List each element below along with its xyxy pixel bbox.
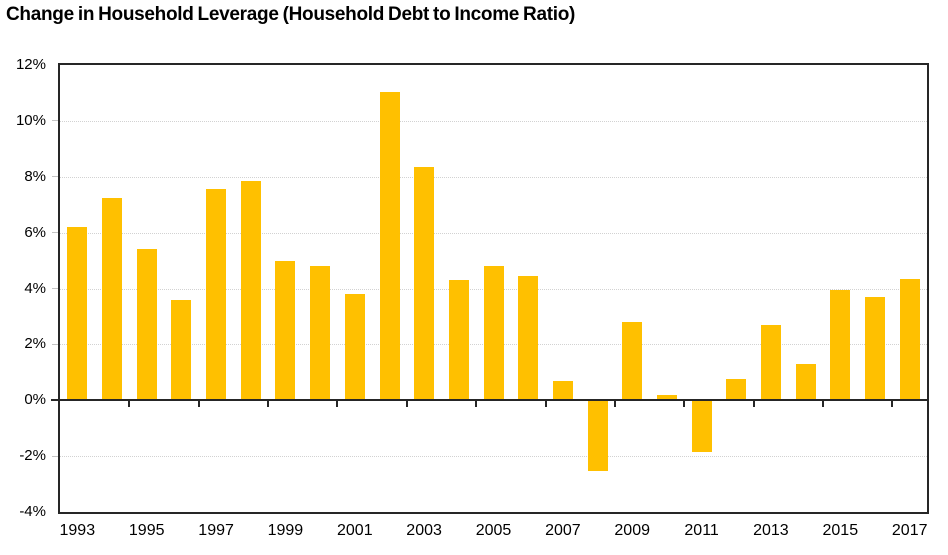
- bar-2016: [865, 296, 885, 401]
- x-axis-label-2009: 2009: [614, 522, 650, 539]
- x-axis-tick: [752, 401, 755, 408]
- bar-2012: [726, 379, 747, 401]
- x-axis-label-2005: 2005: [475, 522, 512, 539]
- bar-1999: [275, 260, 296, 401]
- bar-2001: [344, 294, 365, 401]
- x-axis-label-2003: 2003: [406, 522, 442, 539]
- bar-2003: [414, 167, 435, 401]
- y-axis-tick-zero: [51, 399, 59, 402]
- x-axis-label-2007: 2007: [545, 522, 581, 539]
- gridline-8%: [60, 176, 927, 178]
- x-axis-label-1997: 1997: [198, 522, 234, 539]
- x-axis-tick: [891, 401, 894, 408]
- x-axis-label-2017: 2017: [891, 522, 928, 539]
- bar-2007: [552, 380, 573, 401]
- bar-1994: [102, 197, 122, 401]
- y-axis-tick: [52, 120, 58, 122]
- bar-2008: [587, 400, 608, 472]
- y-axis-tick: [52, 176, 58, 178]
- x-axis-label-1993: 1993: [59, 522, 96, 539]
- x-axis-label-1995: 1995: [128, 522, 165, 539]
- bar-2004: [448, 280, 469, 401]
- bar-1997: [206, 189, 227, 401]
- y-axis-label--4%: -4%: [19, 503, 46, 520]
- x-axis-tick: [197, 401, 200, 408]
- bar-2002: [379, 91, 400, 401]
- y-axis-tick: [52, 288, 58, 289]
- x-axis-label-2015: 2015: [822, 522, 859, 539]
- x-axis-tick: [683, 401, 686, 408]
- x-axis-tick: [405, 401, 408, 408]
- gridline-10%: [60, 120, 927, 122]
- x-axis-zero-line: [60, 399, 927, 402]
- bar-2005: [483, 266, 504, 401]
- plot-area: [60, 65, 927, 512]
- y-axis-label-6%: 6%: [24, 223, 46, 241]
- y-axis-tick: [52, 232, 58, 234]
- bar-2017: [899, 278, 920, 401]
- y-axis-label-2%: 2%: [24, 335, 46, 353]
- x-axis-tick: [822, 401, 824, 408]
- bar-1998: [240, 180, 261, 401]
- y-axis-label-10%: 10%: [15, 111, 46, 129]
- y-axis-label-0%: 0%: [24, 391, 46, 409]
- x-axis-tick: [267, 401, 270, 408]
- chart-title: Change in Household Leverage (Household …: [6, 4, 576, 25]
- x-axis-tick: [544, 401, 547, 408]
- x-axis-label-2001: 2001: [337, 522, 373, 539]
- bar-2009: [622, 322, 643, 401]
- x-axis-tick: [336, 401, 339, 408]
- bar-1996: [171, 299, 192, 401]
- x-axis-tick: [475, 401, 478, 408]
- x-axis-tick: [613, 401, 616, 408]
- y-axis-label-8%: 8%: [24, 167, 46, 185]
- y-axis-label-12%: 12%: [15, 56, 46, 73]
- bar-2014: [795, 363, 816, 401]
- y-axis-tick: [52, 343, 58, 345]
- bar-2011: [691, 400, 712, 452]
- gridline--2%: [60, 456, 927, 458]
- bar-1993: [67, 227, 88, 401]
- bar-2006: [518, 275, 539, 401]
- x-axis-label-2011: 2011: [684, 522, 719, 539]
- y-axis-label-4%: 4%: [24, 279, 46, 297]
- bar-2010: [656, 394, 677, 401]
- bar-2000: [310, 266, 331, 401]
- bar-1995: [136, 249, 157, 401]
- x-axis-label-2013: 2013: [753, 522, 789, 539]
- y-axis-label--2%: -2%: [19, 447, 46, 465]
- x-axis-tick: [128, 401, 131, 408]
- bar-2015: [830, 289, 851, 401]
- x-axis-label-1999: 1999: [267, 522, 304, 539]
- y-axis-tick: [52, 455, 58, 457]
- gridline-6%: [60, 232, 927, 234]
- bar-2013: [760, 324, 781, 401]
